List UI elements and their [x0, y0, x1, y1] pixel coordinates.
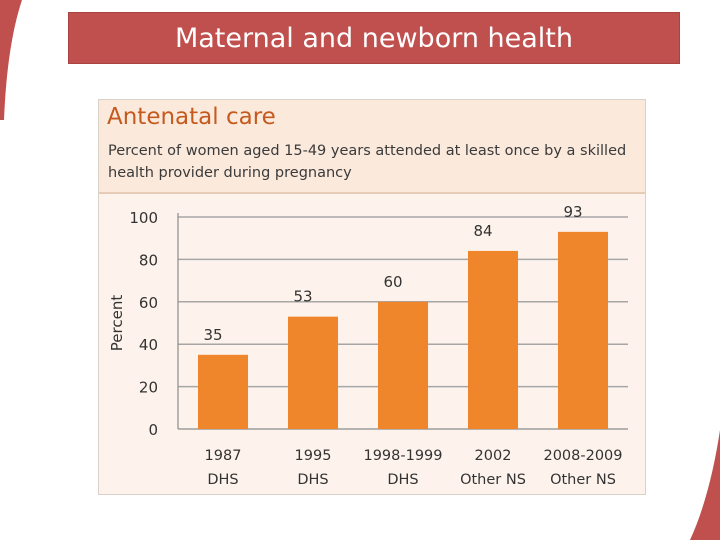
bar [558, 231, 608, 429]
x-tick-label: Other NS [460, 472, 526, 488]
x-tick-label: Other NS [550, 472, 616, 488]
x-tick-label: 1998-1999 [363, 448, 442, 464]
y-axis-label: Percent [108, 295, 126, 352]
data-label: 35 [203, 326, 222, 344]
bar [288, 316, 338, 429]
bar [468, 250, 518, 429]
slide-title: Maternal and newborn health [68, 12, 680, 64]
data-label: 60 [383, 273, 402, 291]
data-label: 93 [563, 203, 582, 221]
x-tick-label: 2008-2009 [543, 448, 622, 464]
y-tick-label: 40 [139, 336, 158, 354]
chart-header: Antenatal care Percent of women aged 15-… [99, 100, 645, 192]
data-label: 84 [473, 222, 492, 240]
y-tick-label: 0 [148, 421, 158, 439]
x-tick-label: DHS [297, 472, 328, 488]
data-label: 53 [293, 288, 312, 306]
y-tick-label: 20 [139, 379, 158, 397]
x-tick-label: DHS [387, 472, 418, 488]
x-tick-label: 2002 [475, 448, 512, 464]
bar [198, 354, 248, 429]
y-tick-label: 80 [139, 251, 158, 269]
chart-title: Antenatal care [107, 104, 276, 130]
chart-subtitle: Percent of women aged 15-49 years attend… [108, 143, 627, 181]
x-tick-label: 1987 [205, 448, 242, 464]
y-tick-label: 60 [139, 294, 158, 312]
header-divider [99, 192, 645, 194]
decorative-swoosh-right [690, 430, 720, 540]
x-tick-label: DHS [207, 472, 238, 488]
decorative-swoosh-left [0, 0, 22, 120]
bar [378, 301, 428, 429]
x-tick-label: 1995 [295, 448, 332, 464]
y-tick-label: 100 [129, 209, 158, 227]
